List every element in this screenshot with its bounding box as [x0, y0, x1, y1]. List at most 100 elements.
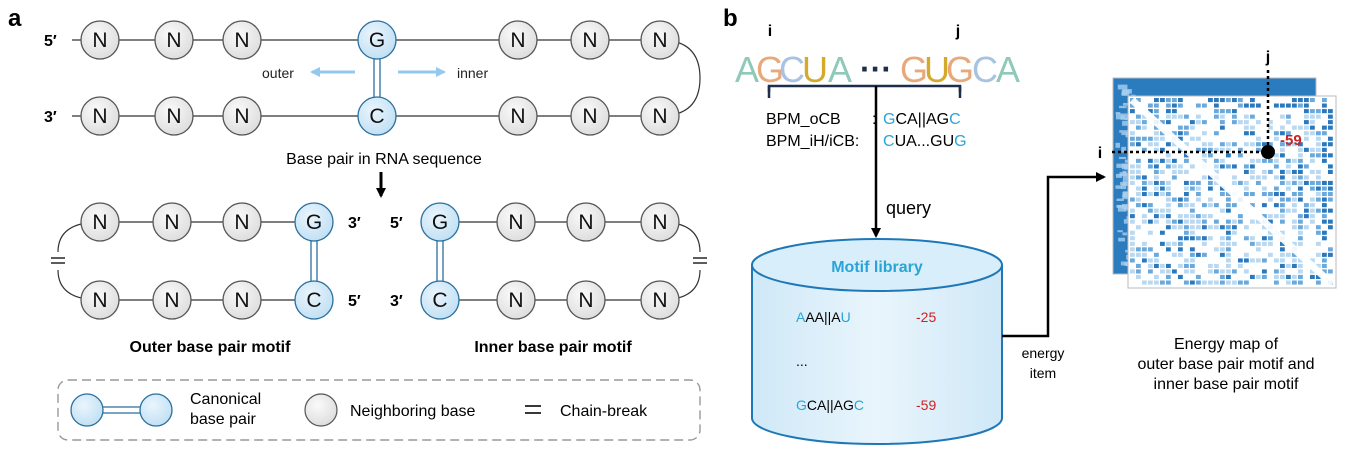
front-map-cell [1250, 164, 1255, 169]
front-map-cell [1280, 131, 1285, 136]
front-map-cell [1244, 164, 1249, 169]
bottom-strand-node-5-letter: N [510, 105, 525, 128]
front-map-cell [1232, 203, 1237, 208]
front-map-cell [1316, 280, 1321, 285]
front-map-cell [1298, 192, 1303, 197]
front-map-cell [1256, 147, 1261, 152]
front-map-cell [1172, 103, 1177, 108]
front-map-cell [1304, 125, 1309, 130]
front-map-cell [1202, 103, 1207, 108]
front-map-cell [1316, 147, 1321, 152]
front-map-cell [1274, 186, 1279, 191]
front-map-cell [1172, 98, 1177, 103]
motif-nodes: N N N N N N G C G C N N N N N N [80, 202, 680, 320]
front-map-cell [1190, 136, 1195, 141]
front-map-cell [1220, 164, 1225, 169]
front-map-cell [1298, 153, 1303, 158]
front-map-cell [1256, 241, 1261, 246]
front-map-cell [1136, 136, 1141, 141]
front-map-cell [1280, 269, 1285, 274]
front-map-cell [1184, 142, 1189, 147]
front-map-cell [1310, 214, 1315, 219]
inner-motif-top-node-4-circle [640, 202, 680, 242]
front-map-cell [1226, 252, 1231, 257]
front-map-cell [1226, 241, 1231, 246]
bottom-strand-node-6-letter: N [582, 105, 597, 128]
front-map-cell [1304, 214, 1309, 219]
front-map-cell [1250, 175, 1255, 180]
front-map-cell [1136, 142, 1141, 147]
front-map-cell [1166, 98, 1171, 103]
front-map-cell [1310, 208, 1315, 213]
front-map-cell [1250, 219, 1255, 224]
bottom-strand-node-7-circle [640, 96, 680, 136]
front-map-cell [1256, 180, 1261, 185]
outer-motif-bottom-node-2: N [152, 280, 192, 320]
front-map-cell [1166, 203, 1171, 208]
front-map-cell [1190, 164, 1195, 169]
bottom-strand-node-3: N [222, 96, 262, 136]
front-map-cell [1166, 153, 1171, 158]
front-map-cell [1250, 142, 1255, 147]
back-map-cell [1117, 230, 1123, 233]
front-map-cell [1250, 158, 1255, 163]
front-map-cell [1178, 114, 1183, 119]
front-map-cell [1172, 241, 1177, 246]
front-map-cell [1286, 263, 1291, 268]
sequence-letter-left-1: A [735, 49, 759, 90]
front-map-cell [1274, 158, 1279, 163]
front-map-cell [1322, 236, 1327, 241]
front-map-cell [1298, 186, 1303, 191]
front-map-cell [1130, 269, 1135, 274]
inner-motif-bottom-node-3: N [566, 280, 606, 320]
front-map-cell [1190, 186, 1195, 191]
front-map-cell [1220, 192, 1225, 197]
front-map-cell [1310, 147, 1315, 152]
front-map-cell [1166, 186, 1171, 191]
front-map-cell [1136, 203, 1141, 208]
front-map-cell [1160, 120, 1165, 125]
front-map-cell [1262, 236, 1267, 241]
front-map-cell [1226, 109, 1231, 114]
front-map-cell [1316, 114, 1321, 119]
front-map-cell [1166, 280, 1171, 285]
top-strand-node-2: N [154, 20, 194, 60]
front-map-cell [1166, 142, 1171, 147]
front-map-cell [1322, 230, 1327, 235]
front-map-cell [1154, 214, 1159, 219]
front-map-cell [1250, 274, 1255, 279]
front-map-cell [1172, 164, 1177, 169]
front-map-cell [1196, 225, 1201, 230]
front-map-cell [1316, 197, 1321, 202]
front-map-cell [1292, 219, 1297, 224]
front-map-cell [1148, 180, 1153, 185]
front-map-cell [1190, 208, 1195, 213]
front-map-cell [1316, 136, 1321, 141]
front-map-cell [1220, 225, 1225, 230]
front-map-cell [1220, 186, 1225, 191]
front-map-cell [1250, 131, 1255, 136]
front-map-cell [1322, 98, 1327, 103]
front-map-cell [1142, 175, 1147, 180]
front-map-cell [1190, 180, 1195, 185]
front-map-cell [1214, 103, 1219, 108]
front-map-cell [1280, 247, 1285, 252]
panel-b-label: b [723, 5, 738, 32]
front-map-cell [1322, 131, 1327, 136]
front-map-cell [1196, 219, 1201, 224]
outer-motif-top-node-2: N [152, 202, 192, 242]
front-map-cell [1316, 186, 1321, 191]
front-map-cell [1220, 208, 1225, 213]
front-map-cell [1232, 164, 1237, 169]
front-map-cell [1202, 236, 1207, 241]
outer-motif-top-node-3: N [222, 202, 262, 242]
front-map-cell [1178, 136, 1183, 141]
front-map-cell [1316, 142, 1321, 147]
front-map-cell [1286, 103, 1291, 108]
front-map-cell [1280, 175, 1285, 180]
front-map-cell [1244, 186, 1249, 191]
inner-motif-five-prime: 5′ [390, 215, 403, 232]
inner-motif-bottom-node-2: N [496, 280, 536, 320]
front-map-cell [1268, 125, 1273, 130]
front-map-cell [1232, 280, 1237, 285]
